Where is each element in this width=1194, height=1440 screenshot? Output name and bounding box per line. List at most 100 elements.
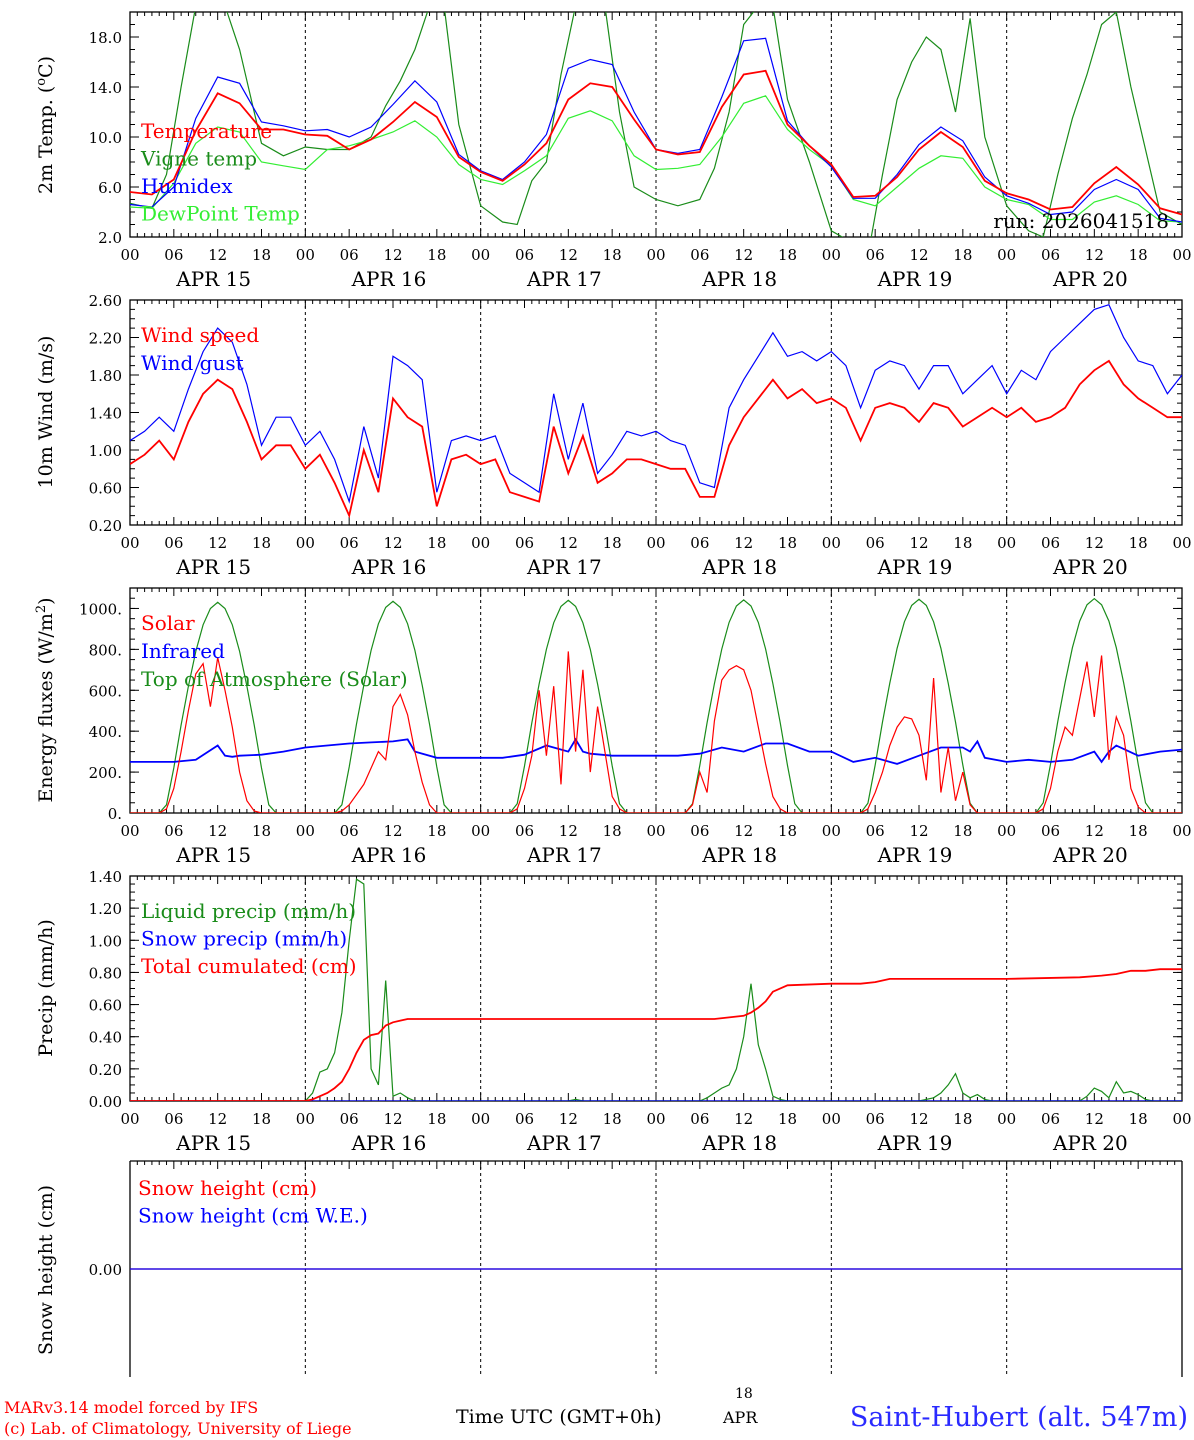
x-hour-label: 00 [997, 534, 1016, 552]
x-hour-label: 06 [1041, 822, 1060, 840]
x-day-label: APR 17 [526, 843, 602, 867]
y-tick-label: 1.00 [89, 932, 122, 950]
x-hour-label: 06 [515, 822, 534, 840]
x-hour-label: 06 [866, 822, 885, 840]
x-hour-label: 06 [340, 822, 359, 840]
y-tick-label: 2.60 [89, 292, 122, 310]
x-hour-label: 06 [164, 822, 183, 840]
x-hour-label: 06 [515, 246, 534, 264]
y-tick-label: 0.00 [89, 1093, 122, 1111]
y-axis-label: Precip (mm/h) [35, 919, 57, 1057]
x-day-label: APR 16 [351, 1131, 427, 1155]
y-axis-label-end: C) [35, 56, 57, 78]
y-tick-label: 800. [89, 641, 122, 659]
legend-entry: Solar [141, 611, 195, 635]
x-hour-label: 00 [646, 534, 665, 552]
x-day-label: APR 16 [351, 555, 427, 579]
x-hour-label: 12 [208, 822, 227, 840]
y-axis-label-end: ) [35, 597, 57, 604]
time-axis-title: Time UTC (GMT+0h) [456, 1406, 662, 1428]
y-tick-label: 0.60 [89, 997, 122, 1015]
y-axis-label-super: 2 [34, 605, 49, 613]
y-axis-label-text: Snow height (cm) [35, 1185, 57, 1355]
x-hour-label: 12 [734, 534, 753, 552]
x-hour-label: 00 [471, 534, 490, 552]
x-hour-label: 18 [252, 246, 271, 264]
x-day-label: APR 19 [877, 1131, 953, 1155]
x-hour-label: 12 [383, 246, 402, 264]
legend-entry: Snow height (cm) [138, 1176, 317, 1200]
y-tick-label: 14.0 [89, 79, 122, 97]
y-tick-label: 0.80 [89, 964, 122, 982]
x-hour-label: 00 [997, 1110, 1016, 1128]
x-hour-label: 18 [778, 822, 797, 840]
y-tick-label: 2.20 [89, 330, 122, 348]
y-tick-label: 1.40 [89, 405, 122, 423]
x-hour-label: 12 [1085, 822, 1104, 840]
x-hour-label: 12 [208, 534, 227, 552]
x-hour-label: 00 [997, 822, 1016, 840]
x-hour-label: 18 [252, 1110, 271, 1128]
legend-entry: DewPoint Temp [141, 202, 300, 226]
x-hour-label: 06 [340, 246, 359, 264]
x-day-label: APR 20 [1052, 843, 1128, 867]
x-hour-label: 12 [734, 1110, 753, 1128]
x-hour-label: 06 [164, 246, 183, 264]
x-hour-label: 00 [120, 1110, 139, 1128]
panel-frame [129, 299, 1183, 526]
series-line-vigne-temp [130, 12, 1182, 237]
x-day-label: APR 18 [701, 555, 777, 579]
x-hour-label: 00 [471, 1110, 490, 1128]
run-month: APR [723, 1408, 758, 1427]
series-line-wind-gust [130, 303, 1182, 504]
x-hour-label: 12 [1085, 1110, 1104, 1128]
legend-entry: Snow precip (mm/h) [141, 927, 347, 951]
y-tick-label: 2.0 [98, 229, 122, 247]
x-hour-label: 06 [866, 246, 885, 264]
lab-credit: (c) Lab. of Climatology, University of L… [4, 1419, 352, 1438]
x-hour-label: 18 [1129, 246, 1148, 264]
x-hour-label: 00 [471, 822, 490, 840]
y-tick-label: 1.20 [89, 900, 122, 918]
x-hour-label: 06 [866, 534, 885, 552]
x-hour-label: 12 [559, 246, 578, 264]
x-hour-label: 18 [603, 822, 622, 840]
y-tick-label: 1.40 [89, 868, 122, 886]
x-hour-label: 06 [515, 1110, 534, 1128]
x-hour-label: 06 [866, 1110, 885, 1128]
x-hour-label: 12 [734, 246, 753, 264]
x-day-label: APR 16 [351, 267, 427, 291]
x-hour-label: 00 [120, 822, 139, 840]
series-line-temperature [130, 69, 1182, 216]
series-line-dewpoint-temp [130, 95, 1182, 223]
x-hour-label: 18 [953, 246, 972, 264]
x-day-label: APR 18 [701, 267, 777, 291]
y-tick-label: 0.60 [89, 480, 122, 498]
x-hour-label: 12 [559, 534, 578, 552]
y-axis-label-text: Precip (mm/h) [35, 919, 57, 1057]
x-hour-label: 06 [1041, 534, 1060, 552]
y-tick-label: 600. [89, 682, 122, 700]
y-tick-label: 0.00 [89, 1261, 122, 1279]
run-label: run: 2026041518 [993, 209, 1169, 233]
panel-1: 2.0 6.0 10.0 14.0 18.0 00 06 12 18 00 06 12 18 00 06 12… [34, 11, 1192, 291]
panel-4: 0.00 0.20 0.40 0.60 0.80 1.00 1.20 1.40 00 06 12 18… [35, 868, 1192, 1155]
y-axis-label-text: 10m Wind (m/s) [35, 336, 57, 489]
legend-entry: Snow height (cm W.E.) [138, 1204, 368, 1228]
x-hour-label: 00 [471, 246, 490, 264]
legend-entry: Infrared [141, 639, 225, 663]
x-day-label: APR 20 [1052, 555, 1128, 579]
x-hour-label: 06 [340, 534, 359, 552]
x-day-label: APR 17 [526, 1131, 602, 1155]
y-axis-label: 2m Temp. (oC) [34, 56, 57, 194]
x-hour-label: 06 [690, 1110, 709, 1128]
x-hour-label: 18 [953, 534, 972, 552]
x-hour-label: 00 [646, 1110, 665, 1128]
x-hour-label: 00 [296, 534, 315, 552]
y-tick-label: 10.0 [89, 129, 122, 147]
y-tick-label: 6.0 [98, 179, 122, 197]
x-hour-label: 06 [515, 534, 534, 552]
x-hour-label: 18 [1129, 1110, 1148, 1128]
y-tick-label: 18.0 [89, 29, 122, 47]
